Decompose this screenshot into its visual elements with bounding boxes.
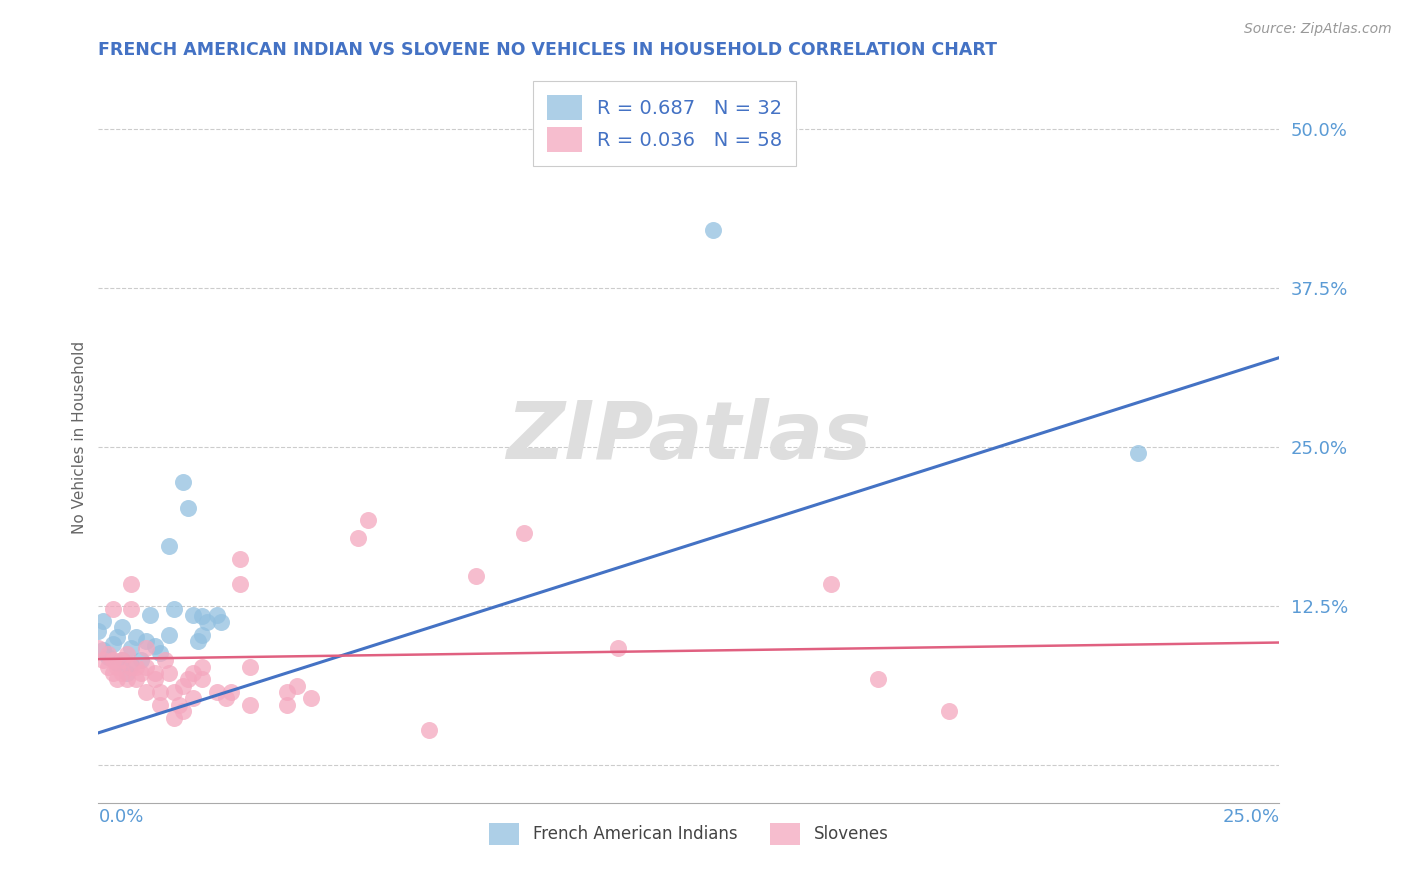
Point bbox=[607, 640, 630, 655]
Point bbox=[157, 539, 180, 553]
Point bbox=[87, 640, 110, 655]
Point bbox=[91, 653, 114, 667]
Point bbox=[121, 602, 143, 616]
Point bbox=[111, 653, 134, 667]
Point bbox=[121, 659, 143, 673]
Text: FRENCH AMERICAN INDIAN VS SLOVENE NO VEHICLES IN HOUSEHOLD CORRELATION CHART: FRENCH AMERICAN INDIAN VS SLOVENE NO VEH… bbox=[98, 41, 997, 59]
Point bbox=[125, 659, 148, 673]
Point bbox=[111, 653, 134, 667]
Point bbox=[101, 602, 124, 616]
Point bbox=[101, 666, 124, 681]
Point bbox=[87, 624, 110, 638]
Point bbox=[125, 631, 148, 645]
Point bbox=[276, 685, 298, 699]
Point bbox=[181, 666, 204, 681]
Point bbox=[299, 691, 322, 706]
Text: Source: ZipAtlas.com: Source: ZipAtlas.com bbox=[1244, 22, 1392, 37]
Point bbox=[105, 631, 128, 645]
Text: 25.0%: 25.0% bbox=[1222, 808, 1279, 826]
Point bbox=[97, 649, 120, 664]
Point bbox=[129, 666, 152, 681]
Point bbox=[239, 659, 262, 673]
Text: ZIPatlas: ZIPatlas bbox=[506, 398, 872, 476]
Point bbox=[181, 607, 204, 622]
Point bbox=[135, 634, 157, 648]
Point bbox=[143, 666, 166, 681]
Point bbox=[121, 640, 143, 655]
Point bbox=[229, 577, 252, 591]
Point bbox=[101, 653, 124, 667]
Point bbox=[1126, 446, 1149, 460]
Point bbox=[418, 723, 440, 738]
Point bbox=[157, 666, 180, 681]
Point bbox=[111, 620, 134, 634]
Y-axis label: No Vehicles in Household: No Vehicles in Household bbox=[72, 341, 87, 533]
Text: 0.0%: 0.0% bbox=[98, 808, 143, 826]
Point bbox=[191, 628, 214, 642]
Point bbox=[347, 531, 370, 545]
Point bbox=[205, 685, 228, 699]
Point bbox=[129, 653, 152, 667]
Point bbox=[195, 615, 218, 629]
Point bbox=[125, 673, 148, 687]
Point bbox=[97, 647, 120, 661]
Point bbox=[191, 673, 214, 687]
Point bbox=[205, 607, 228, 622]
Point bbox=[866, 673, 889, 687]
Point bbox=[820, 577, 842, 591]
Point bbox=[177, 500, 200, 515]
Point bbox=[139, 607, 162, 622]
Point bbox=[187, 634, 209, 648]
Point bbox=[172, 704, 194, 718]
Point bbox=[357, 513, 380, 527]
Point bbox=[101, 637, 124, 651]
Point bbox=[938, 704, 960, 718]
Point bbox=[163, 602, 186, 616]
Point bbox=[163, 710, 186, 724]
Point bbox=[105, 659, 128, 673]
Point bbox=[115, 647, 138, 661]
Point bbox=[97, 659, 120, 673]
Point bbox=[121, 658, 143, 673]
Point bbox=[143, 640, 166, 654]
Point bbox=[149, 698, 172, 712]
Point bbox=[172, 679, 194, 693]
Point bbox=[181, 691, 204, 706]
Point bbox=[219, 685, 242, 699]
Point bbox=[91, 643, 114, 657]
Point bbox=[105, 673, 128, 687]
Point bbox=[209, 615, 232, 629]
Point bbox=[177, 673, 200, 687]
Point bbox=[115, 666, 138, 681]
Point bbox=[121, 577, 143, 591]
Point bbox=[91, 614, 114, 628]
Point bbox=[239, 698, 262, 712]
Point bbox=[149, 685, 172, 699]
Point bbox=[702, 223, 724, 237]
Point bbox=[229, 551, 252, 566]
Point bbox=[167, 698, 190, 712]
Point bbox=[135, 685, 157, 699]
Point bbox=[465, 569, 488, 583]
Point bbox=[163, 685, 186, 699]
Point bbox=[276, 698, 298, 712]
Point bbox=[105, 656, 128, 670]
Legend: French American Indians, Slovenes: French American Indians, Slovenes bbox=[481, 815, 897, 853]
Point bbox=[143, 673, 166, 687]
Point bbox=[153, 653, 176, 667]
Point bbox=[115, 673, 138, 687]
Point bbox=[512, 526, 534, 541]
Point bbox=[285, 679, 308, 693]
Point bbox=[149, 646, 172, 660]
Point bbox=[215, 691, 238, 706]
Point bbox=[135, 640, 157, 655]
Point bbox=[157, 628, 180, 642]
Point bbox=[135, 659, 157, 673]
Point bbox=[191, 608, 214, 623]
Point bbox=[191, 659, 214, 673]
Point bbox=[111, 666, 134, 681]
Point bbox=[172, 475, 194, 490]
